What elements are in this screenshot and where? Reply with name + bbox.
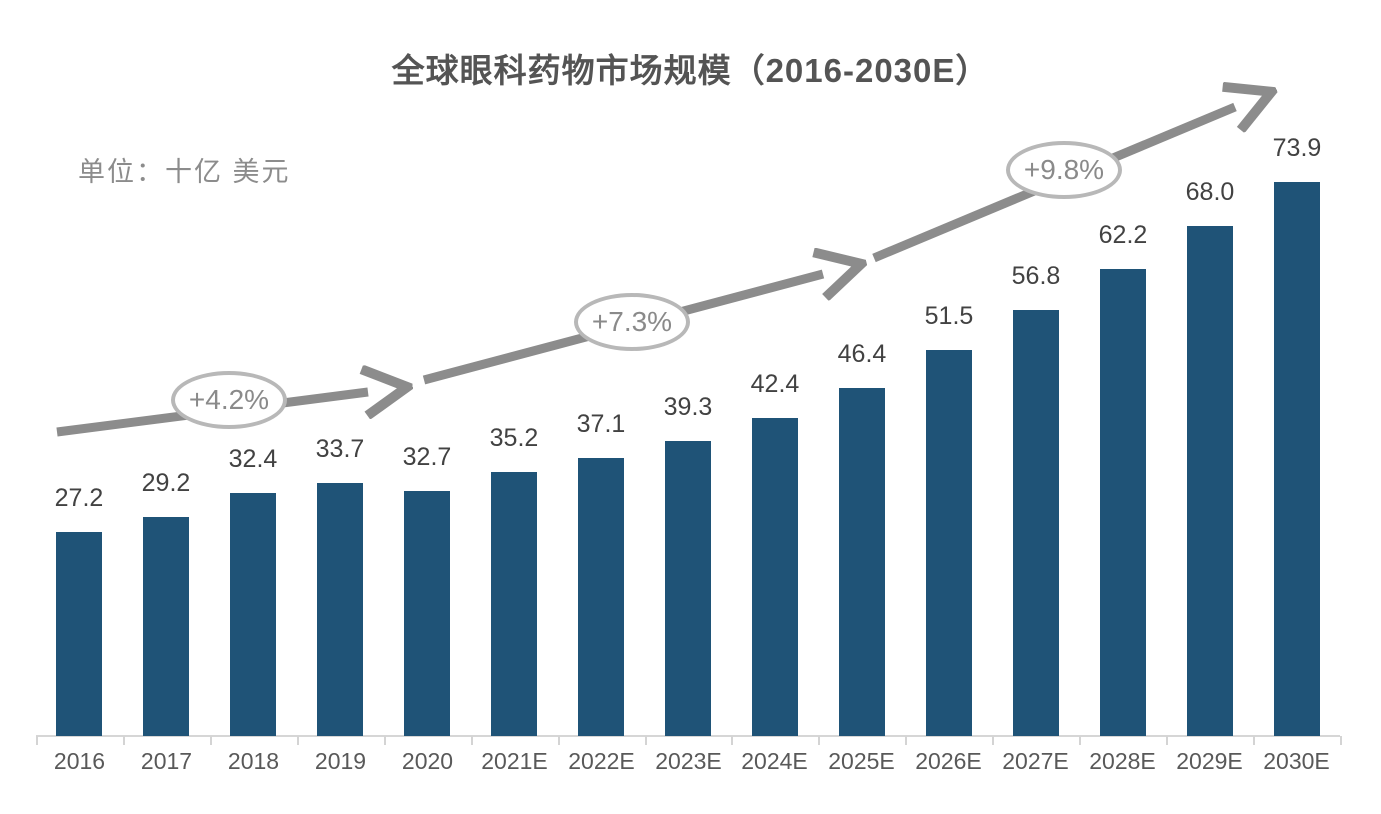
x-axis-label: 2023E: [655, 748, 722, 774]
x-axis-tick: [384, 736, 386, 745]
bar: [1187, 226, 1233, 736]
unit-label: 单位：十亿 美元: [78, 157, 291, 187]
bar-value-label: 46.4: [837, 340, 887, 368]
x-axis-label: 2017: [140, 748, 193, 774]
chart-title: 全球眼科药物市场规模（2016-2030E）: [391, 52, 990, 89]
bar-value-label: 42.4: [750, 370, 800, 398]
bar-value-label: 51.5: [924, 302, 974, 330]
bar-value-label: 37.1: [576, 410, 626, 438]
bar: [143, 517, 189, 736]
x-axis-label: 2029E: [1176, 748, 1243, 774]
x-axis-label: 2019: [314, 748, 367, 774]
x-axis-tick: [297, 736, 299, 745]
bar: [404, 491, 450, 736]
x-axis-label: 2024E: [741, 748, 808, 774]
x-axis-label: 2030E: [1263, 748, 1330, 774]
bar: [665, 441, 711, 736]
growth-rate-label: +9.8%: [1023, 154, 1105, 185]
bar-value-label: 62.2: [1098, 221, 1148, 249]
x-axis-label: 2025E: [828, 748, 895, 774]
bar: [926, 350, 972, 736]
x-axis-tick: [210, 736, 212, 745]
bar-value-label: 73.9: [1272, 134, 1322, 162]
bar: [578, 458, 624, 736]
bar-value-label: 33.7: [315, 435, 365, 463]
bar: [230, 493, 276, 736]
x-axis-tick: [471, 736, 473, 745]
x-axis-label: 2021E: [481, 748, 548, 774]
bar: [317, 483, 363, 736]
bar-value-label: 27.2: [54, 484, 104, 512]
x-axis-tick: [123, 736, 125, 745]
bar: [752, 418, 798, 736]
x-axis-tick: [992, 736, 994, 745]
x-axis-tick: [36, 736, 38, 745]
growth-rate-label: +4.2%: [188, 384, 270, 415]
x-axis-tick: [1253, 736, 1255, 745]
bar: [1274, 182, 1320, 736]
growth-rate-badge-1: +4.2%: [171, 371, 287, 429]
x-axis-tick: [558, 736, 560, 745]
bar: [839, 388, 885, 736]
x-axis-label: 2026E: [915, 748, 982, 774]
bar-value-label: 56.8: [1011, 262, 1061, 290]
x-axis-tick: [905, 736, 907, 745]
bar-value-label: 29.2: [141, 469, 191, 497]
x-axis-tick: [818, 736, 820, 745]
bar: [1013, 310, 1059, 736]
bar-value-label: 39.3: [663, 393, 713, 421]
x-axis-label: 2020: [401, 748, 454, 774]
x-axis-tick: [1079, 736, 1081, 745]
x-axis-label: 2028E: [1089, 748, 1156, 774]
growth-rate-label: +7.3%: [591, 306, 673, 337]
bar: [56, 532, 102, 736]
x-axis-label: 2018: [227, 748, 280, 774]
bar: [491, 472, 537, 736]
bar-value-label: 68.0: [1185, 178, 1235, 206]
bar-value-label: 32.7: [402, 443, 452, 471]
x-axis-tick: [645, 736, 647, 745]
bar-value-label: 35.2: [489, 424, 539, 452]
x-axis-tick: [1166, 736, 1168, 745]
growth-rate-badge-3: +9.8%: [1006, 141, 1122, 199]
bar-value-label: 32.4: [228, 445, 278, 473]
x-axis-tick: [731, 736, 733, 745]
x-axis-tick: [1340, 736, 1342, 745]
growth-rate-badge-2: +7.3%: [574, 293, 690, 351]
bar: [1100, 269, 1146, 736]
x-axis-line: [36, 735, 1340, 737]
x-axis-label: 2027E: [1002, 748, 1069, 774]
x-axis-label: 2022E: [568, 748, 635, 774]
x-axis-label: 2016: [53, 748, 106, 774]
